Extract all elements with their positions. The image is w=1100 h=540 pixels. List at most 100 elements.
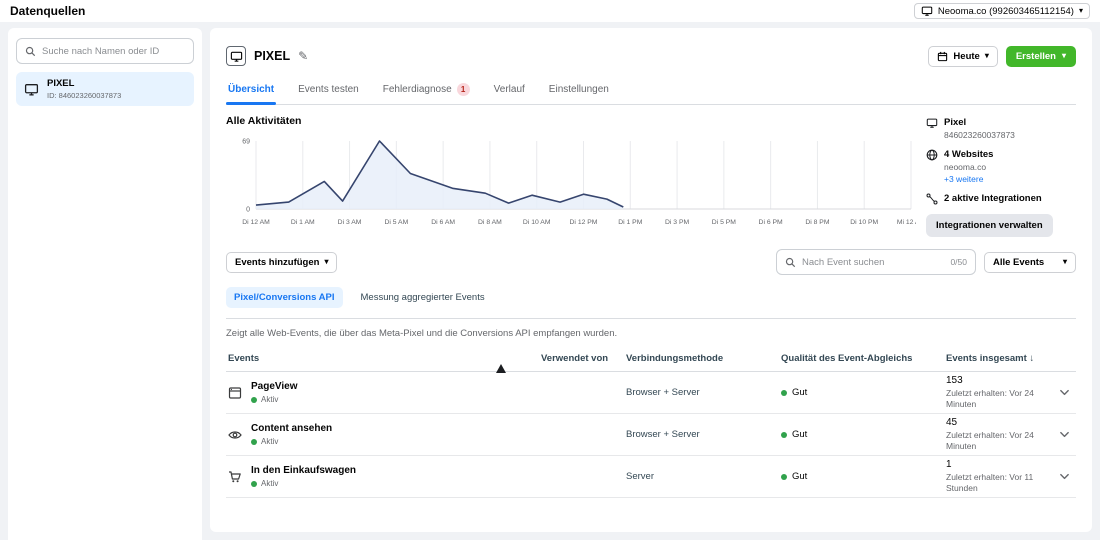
event-status: Aktiv <box>261 395 279 404</box>
last-received: Zuletzt erhalten: Vor 24 Minuten <box>946 429 1034 451</box>
row-expand-chevron-icon[interactable] <box>1052 387 1076 398</box>
last-received: Zuletzt erhalten: Vor 24 Minuten <box>946 387 1034 409</box>
date-range-label: Heute <box>953 50 980 62</box>
pixel-info-panel: Pixel 846023260037873 4 Websites neooma.… <box>926 115 1076 237</box>
cart-icon <box>228 470 242 484</box>
tab-fehlerdiagnose[interactable]: Fehlerdiagnose 1 <box>381 76 472 104</box>
search-counter: 0/50 <box>950 257 967 267</box>
status-dot <box>251 480 257 487</box>
sidebar-search[interactable] <box>16 38 194 64</box>
last-received: Zuletzt erhalten: Vor 11 Stunden <box>946 471 1034 493</box>
sidebar-item-id: ID: 846023260037873 <box>47 91 122 100</box>
subtab-pixel-conversions-api[interactable]: Pixel/Conversions API <box>226 287 343 308</box>
connection-method: Browser + Server <box>626 387 700 398</box>
events-total: 1 <box>946 458 952 470</box>
connection-method: Server <box>626 471 654 482</box>
svg-text:Di 5 AM: Di 5 AM <box>384 219 408 226</box>
pixel-icon <box>926 117 938 140</box>
info-pixel-id: 846023260037873 <box>944 130 1015 140</box>
svg-text:69: 69 <box>242 139 250 146</box>
search-icon <box>785 257 796 268</box>
svg-text:Di 8 AM: Di 8 AM <box>478 219 502 226</box>
account-selector[interactable]: Neooma.co (992603465112154) ▾ <box>913 3 1090 19</box>
pixel-title: PIXEL <box>254 49 291 63</box>
page-title: Datenquellen <box>10 4 86 18</box>
tab-badge: 1 <box>456 83 470 96</box>
quality-dot <box>781 473 787 480</box>
header-method: Verbindungsmethode <box>626 353 724 364</box>
chevron-down-icon: ▾ <box>984 51 989 60</box>
table-row[interactable]: PageView Aktiv Browser + Server Gut 153 Zulet… <box>226 372 1076 414</box>
sub-tabs: Pixel/Conversions API Messung aggregierte… <box>226 287 1076 308</box>
connection-method: Browser + Server <box>626 429 700 440</box>
tab-verlauf[interactable]: Verlauf <box>492 76 527 104</box>
header-events: Events <box>228 353 260 364</box>
quality-label: Gut <box>792 471 808 482</box>
chevron-down-icon: ▾ <box>324 257 329 266</box>
tab-label: Übersicht <box>228 84 275 95</box>
edit-icon[interactable]: ✎ <box>298 49 309 63</box>
svg-text:Di 5 PM: Di 5 PM <box>712 219 737 226</box>
svg-text:Di 8 PM: Di 8 PM <box>805 219 830 226</box>
quality-label: Gut <box>792 429 808 440</box>
event-search-input[interactable] <box>802 256 945 268</box>
tab-events-testen[interactable]: Events testen <box>296 76 361 104</box>
manage-integrations-button[interactable]: Integrationen verwalten <box>926 214 1053 237</box>
main-card: PIXEL ✎ Heute ▾ Erstellen ▾ Übersicht Eve… <box>210 28 1092 532</box>
quality-dot <box>781 389 787 396</box>
subtab-messung-aggregierter-events[interactable]: Messung aggregierter Events <box>360 292 485 303</box>
create-button[interactable]: Erstellen ▾ <box>1005 45 1076 67</box>
card-header: PIXEL ✎ Heute ▾ Erstellen ▾ <box>226 40 1076 72</box>
svg-text:0: 0 <box>246 207 250 214</box>
account-label: Neooma.co (992603465112154) <box>937 5 1074 17</box>
sort-desc-icon: ↓ <box>1029 353 1035 364</box>
add-events-label: Events hinzufügen <box>235 256 320 268</box>
events-table-header: Events Verwendet von Verbindungsmethode … <box>226 347 1076 373</box>
events-filter-label: Alle Events <box>993 256 1045 268</box>
add-events-button[interactable]: Events hinzufügen ▾ <box>226 251 338 273</box>
svg-text:Di 6 AM: Di 6 AM <box>431 219 455 226</box>
status-dot <box>251 438 257 445</box>
sidebar-item-pixel[interactable]: PIXEL ID: 846023260037873 <box>16 72 194 106</box>
eye-icon <box>228 428 242 442</box>
create-label: Erstellen <box>1015 50 1056 62</box>
events-filter-dropdown[interactable]: Alle Events ▾ <box>984 251 1076 273</box>
quality-label: Gut <box>792 387 808 398</box>
chevron-down-icon: ▾ <box>1061 51 1066 60</box>
event-name: PageView <box>251 381 298 392</box>
header-total: Events insgesamt <box>946 353 1027 364</box>
event-status: Aktiv <box>261 437 279 446</box>
tab-einstellungen[interactable]: Einstellungen <box>547 76 611 104</box>
row-expand-chevron-icon[interactable] <box>1052 429 1076 440</box>
main-tabs: Übersicht Events testen Fehlerdiagnose 1 Ver… <box>226 76 1076 105</box>
info-website-more-link[interactable]: +3 weitere <box>944 174 984 184</box>
sidebar-item-name: PIXEL <box>47 78 75 89</box>
sidebar: PIXEL ID: 846023260037873 <box>8 28 202 540</box>
svg-text:Di 1 AM: Di 1 AM <box>291 219 315 226</box>
pixel-chip-icon <box>226 46 246 66</box>
table-row[interactable]: In den Einkaufswagen Aktiv Server Gut 1 Zulet… <box>226 456 1076 498</box>
table-row[interactable]: Content ansehen Aktiv Browser + Server Gut 4… <box>226 414 1076 456</box>
svg-text:Di 3 AM: Di 3 AM <box>338 219 362 226</box>
tab-bersicht[interactable]: Übersicht <box>226 76 277 105</box>
date-range-button[interactable]: Heute ▾ <box>928 45 998 67</box>
tab-label: Verlauf <box>493 84 525 95</box>
data-source-icon <box>921 5 933 17</box>
svg-text:Di 12 PM: Di 12 PM <box>570 219 598 226</box>
row-expand-chevron-icon[interactable] <box>1052 471 1076 482</box>
globe-icon <box>926 149 938 184</box>
svg-text:Di 1 PM: Di 1 PM <box>618 219 643 226</box>
top-bar: Datenquellen Neooma.co (992603465112154)… <box>0 0 1100 22</box>
event-search[interactable]: 0/50 <box>776 249 976 275</box>
svg-text:Di 10 PM: Di 10 PM <box>850 219 878 226</box>
pixel-icon <box>24 82 39 97</box>
header-total-sort[interactable]: Events insgesamt ↓ <box>946 353 1052 364</box>
info-pixel-label: Pixel <box>944 117 967 128</box>
activity-chart: 69 0 Di 12 AM Di 1 AM Di 3 AM Di 5 AM Di 6 AM D… <box>242 139 925 227</box>
warning-icon <box>496 353 541 373</box>
header-used-by: Verwendet von <box>541 353 609 364</box>
sidebar-search-input[interactable] <box>42 45 185 57</box>
svg-text:Di 3 PM: Di 3 PM <box>665 219 690 226</box>
events-total: 153 <box>946 374 963 386</box>
events-total: 45 <box>946 416 958 428</box>
